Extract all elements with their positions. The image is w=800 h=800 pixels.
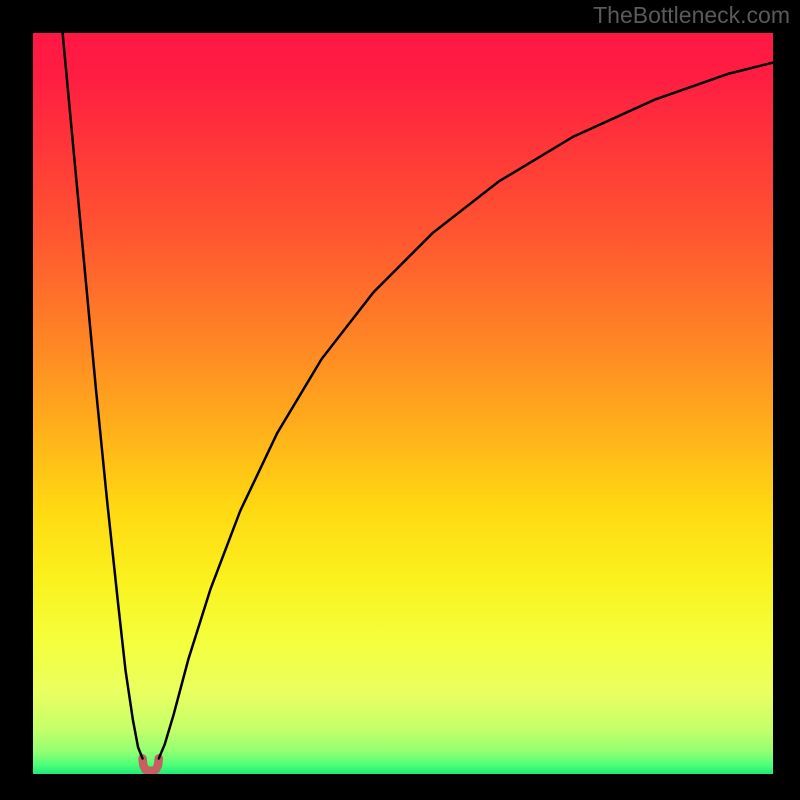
plot-svg: [33, 33, 773, 774]
gradient-background: [33, 33, 773, 774]
watermark-text: TheBottleneck.com: [593, 2, 790, 29]
chart-container: TheBottleneck.com: [0, 0, 800, 800]
plot-area: [33, 33, 773, 774]
